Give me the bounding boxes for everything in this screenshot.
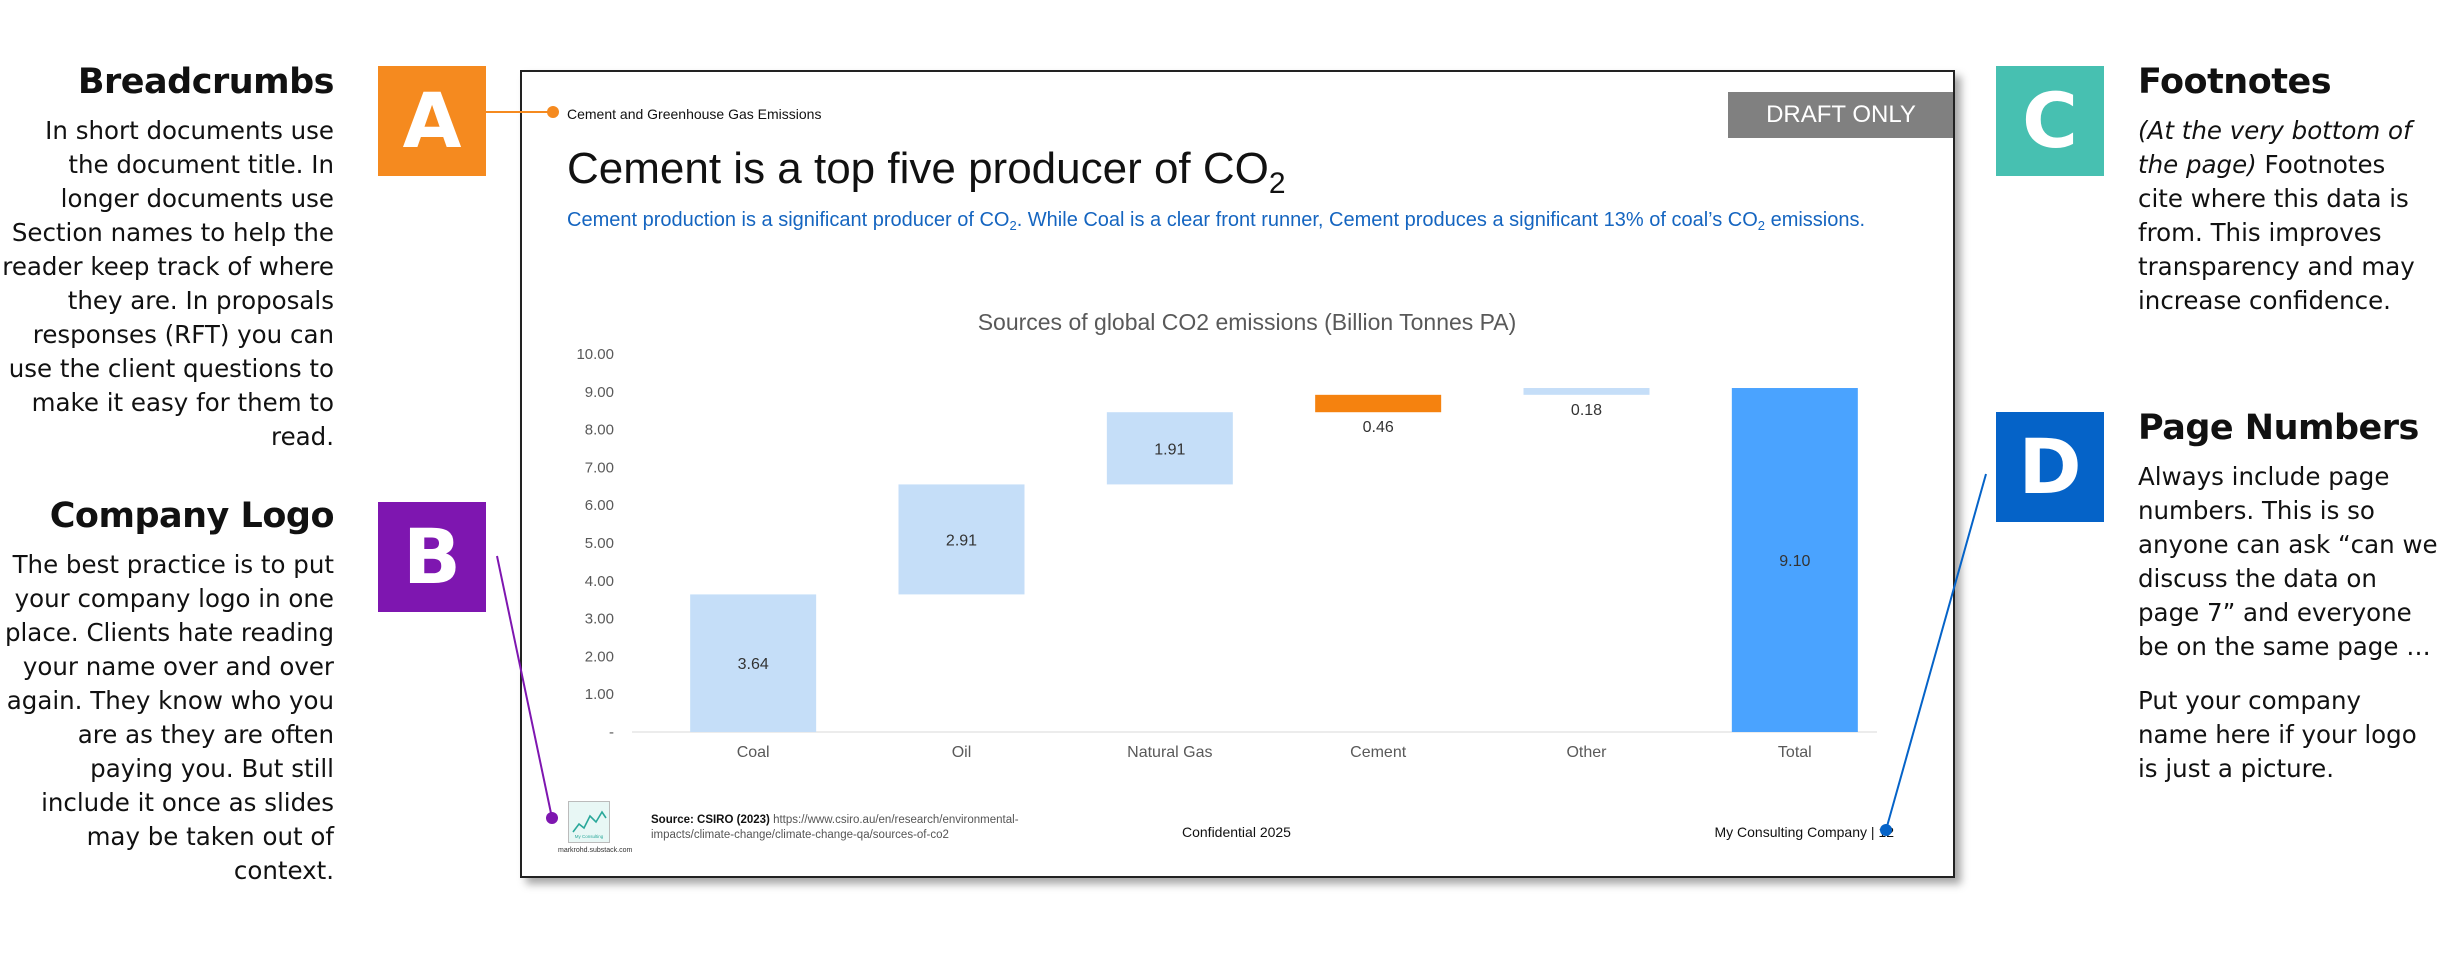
footnotes-heading: Footnotes — [2138, 62, 2332, 102]
y-tick-label: - — [609, 724, 614, 741]
company-logo-heading: Company Logo — [49, 496, 335, 536]
logo-caption: markrohd.substack.com — [558, 847, 633, 854]
footnotes-intro: (At the very bottom of the page) — [2138, 116, 2412, 179]
slide-subtitle-subscript-2: 2 — [1757, 218, 1766, 233]
breadcrumbs-description: In short documents use the document titl… — [2, 116, 334, 451]
co2-waterfall-chart: Sources of global CO2 emissions (Billion… — [576, 309, 1877, 761]
slide-subtitle: Cement production is a significant produ… — [567, 208, 1907, 238]
data-label: 1.91 — [1154, 441, 1185, 458]
chart-title: Sources of global CO2 emissions (Billion… — [978, 309, 1517, 335]
page-numbers-explainer: Page Numbers Always include page numbers… — [2138, 406, 2438, 786]
x-tick-label: Other — [1566, 744, 1607, 761]
slide-title-main: Cement is a top five producer of CO — [567, 144, 1269, 193]
breadcrumbs-heading: Breadcrumbs — [77, 62, 335, 102]
breadcrumbs-explainer: Breadcrumbs In short documents use the d… — [0, 60, 334, 454]
bar-other — [1523, 388, 1650, 395]
y-tick-label: 5.00 — [585, 535, 614, 552]
page-separator: | — [1867, 824, 1879, 840]
y-tick-label: 7.00 — [585, 459, 614, 476]
bar-total — [1731, 388, 1858, 732]
footnotes-description: (At the very bottom of the page) Footnot… — [2138, 114, 2438, 318]
badge-b: B — [378, 502, 486, 612]
badge-a: A — [378, 66, 486, 176]
example-slide: Cement and Greenhouse Gas Emissions DRAF… — [520, 70, 1955, 878]
draft-only-label: DRAFT ONLY — [1728, 92, 1953, 138]
data-label: 0.46 — [1363, 419, 1394, 436]
page-number: 12 — [1878, 824, 1894, 840]
footnote-source: Source: CSIRO (2023) https://www.csiro.a… — [651, 813, 1071, 843]
y-tick-label: 4.00 — [585, 573, 614, 590]
company-name: My Consulting Company — [1714, 824, 1867, 840]
footnote-source-label: Source: CSIRO (2023) — [651, 814, 770, 826]
page-number-footer: My Consulting Company | 12 — [1672, 824, 1894, 840]
data-label: 2.91 — [946, 532, 977, 549]
page-numbers-description-2: Put your company name here if your logo … — [2138, 686, 2417, 783]
data-label: 9.10 — [1779, 553, 1810, 570]
y-tick-label: 6.00 — [585, 497, 614, 514]
company-logo-explainer: Company Logo The best practice is to put… — [0, 494, 335, 888]
page-numbers-description-1: Always include page numbers. This is so … — [2138, 462, 2438, 661]
slide-title-subscript: 2 — [1268, 167, 1286, 200]
bar-coal — [690, 594, 817, 732]
slide-subtitle-part-3: emissions. — [1765, 209, 1866, 231]
y-tick-label: 9.00 — [585, 384, 614, 401]
data-label: 0.18 — [1571, 402, 1602, 419]
data-label: 3.64 — [738, 656, 769, 673]
x-tick-label: Total — [1778, 744, 1812, 761]
logo-inner-text: My Consulting — [575, 834, 604, 839]
footnotes-explainer: Footnotes (At the very bottom of the pag… — [2138, 60, 2438, 318]
logo-chart-icon: My Consulting — [569, 802, 609, 842]
x-tick-label: Oil — [952, 744, 972, 761]
company-logo-description: The best practice is to put your company… — [4, 550, 334, 885]
page-numbers-heading: Page Numbers — [2138, 408, 2419, 448]
company-logo: My Consulting — [568, 801, 610, 843]
slide-subtitle-part-2: . While Coal is a clear front runner, Ce… — [1016, 209, 1758, 231]
slide-breadcrumb: Cement and Greenhouse Gas Emissions — [567, 106, 822, 122]
y-tick-label: 8.00 — [585, 422, 614, 439]
x-tick-label: Natural Gas — [1127, 744, 1212, 761]
badge-d: D — [1996, 412, 2104, 522]
slide-subtitle-subscript-1: 2 — [1009, 218, 1017, 233]
bar-oil — [898, 484, 1025, 595]
slide-subtitle-part-1: Cement production is a significant produ… — [567, 209, 1010, 231]
confidential-label: Confidential 2025 — [1182, 824, 1291, 840]
y-tick-label: 3.00 — [585, 611, 614, 628]
badge-c: C — [1996, 66, 2104, 176]
y-tick-label: 10.00 — [576, 346, 614, 363]
y-tick-label: 1.00 — [585, 686, 614, 703]
bar-natural-gas — [1106, 412, 1233, 485]
footnote-source-url[interactable]: https://www.csiro.au/en/research/environ… — [651, 814, 1019, 841]
slide-title: Cement is a top five producer of CO2 — [567, 144, 1286, 201]
x-tick-label: Coal — [737, 744, 770, 761]
bar-cement — [1315, 394, 1442, 413]
x-tick-label: Cement — [1350, 744, 1407, 761]
y-tick-label: 2.00 — [585, 648, 614, 665]
footnotes-text: Footnotes cite where this data is from. … — [2138, 150, 2415, 315]
